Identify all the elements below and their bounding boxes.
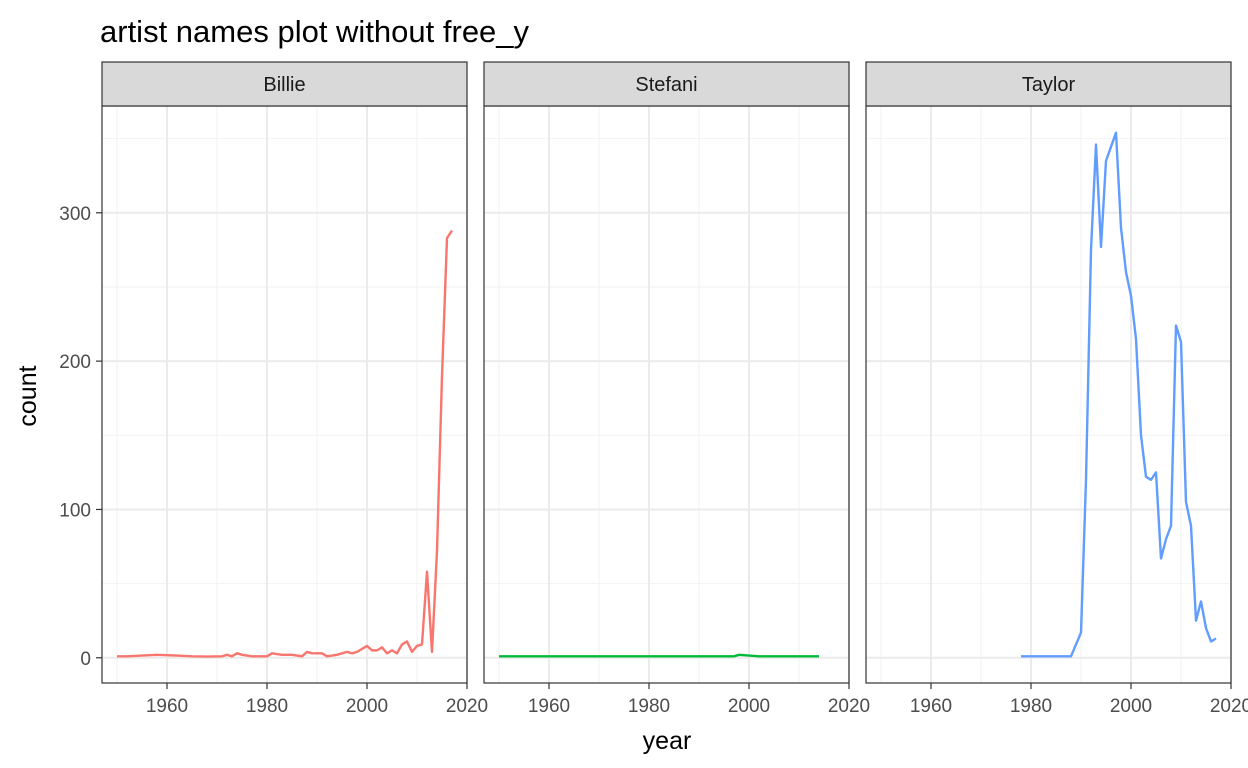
panel-background bbox=[102, 106, 467, 683]
x-tick-label: 2020 bbox=[1210, 696, 1248, 717]
strip-label-taylor: Taylor bbox=[1022, 74, 1076, 96]
panel-taylor: Taylor bbox=[865, 61, 1232, 684]
x-tick-label: 1980 bbox=[246, 696, 288, 717]
x-axis-title: year bbox=[643, 727, 692, 755]
chart-title: artist names plot without free_y bbox=[100, 14, 530, 49]
series-line-stefani bbox=[499, 653, 819, 658]
x-tick-label: 1960 bbox=[528, 696, 570, 717]
strip-background bbox=[483, 61, 850, 107]
y-tick-label: 0 bbox=[80, 649, 91, 670]
series-line-billie bbox=[117, 229, 453, 658]
facet-panels: Billie Stefani Taylor bbox=[101, 61, 1232, 684]
x-tick-label: 2000 bbox=[728, 696, 770, 717]
x-tick-label: 2000 bbox=[346, 696, 388, 717]
panel-billie: Billie bbox=[101, 61, 468, 684]
y-tick-label: 100 bbox=[59, 500, 91, 521]
x-axis: 1960 1980 2000 2020 1960 1980 2000 2020 1960 1980… bbox=[146, 683, 1248, 717]
y-axis: 0 100 200 300 bbox=[59, 204, 102, 670]
x-tick-label: 2020 bbox=[446, 696, 488, 717]
x-tick-label: 1980 bbox=[1010, 696, 1052, 717]
y-axis-title: count bbox=[14, 365, 42, 426]
strip-background bbox=[101, 61, 468, 107]
strip-label-stefani: Stefani bbox=[635, 74, 697, 96]
panel-stefani: Stefani bbox=[483, 61, 850, 684]
x-tick-label: 2020 bbox=[828, 696, 870, 717]
y-tick-label: 200 bbox=[59, 352, 91, 373]
x-tick-label: 2000 bbox=[1110, 696, 1152, 717]
panel-background bbox=[484, 106, 849, 683]
series-line-taylor bbox=[1021, 131, 1217, 658]
y-tick-label: 300 bbox=[59, 204, 91, 225]
x-tick-label: 1960 bbox=[146, 696, 188, 717]
panel-background bbox=[866, 106, 1231, 683]
strip-background bbox=[865, 61, 1232, 107]
x-tick-label: 1980 bbox=[628, 696, 670, 717]
x-tick-label: 1960 bbox=[910, 696, 952, 717]
strip-label-billie: Billie bbox=[263, 74, 305, 96]
